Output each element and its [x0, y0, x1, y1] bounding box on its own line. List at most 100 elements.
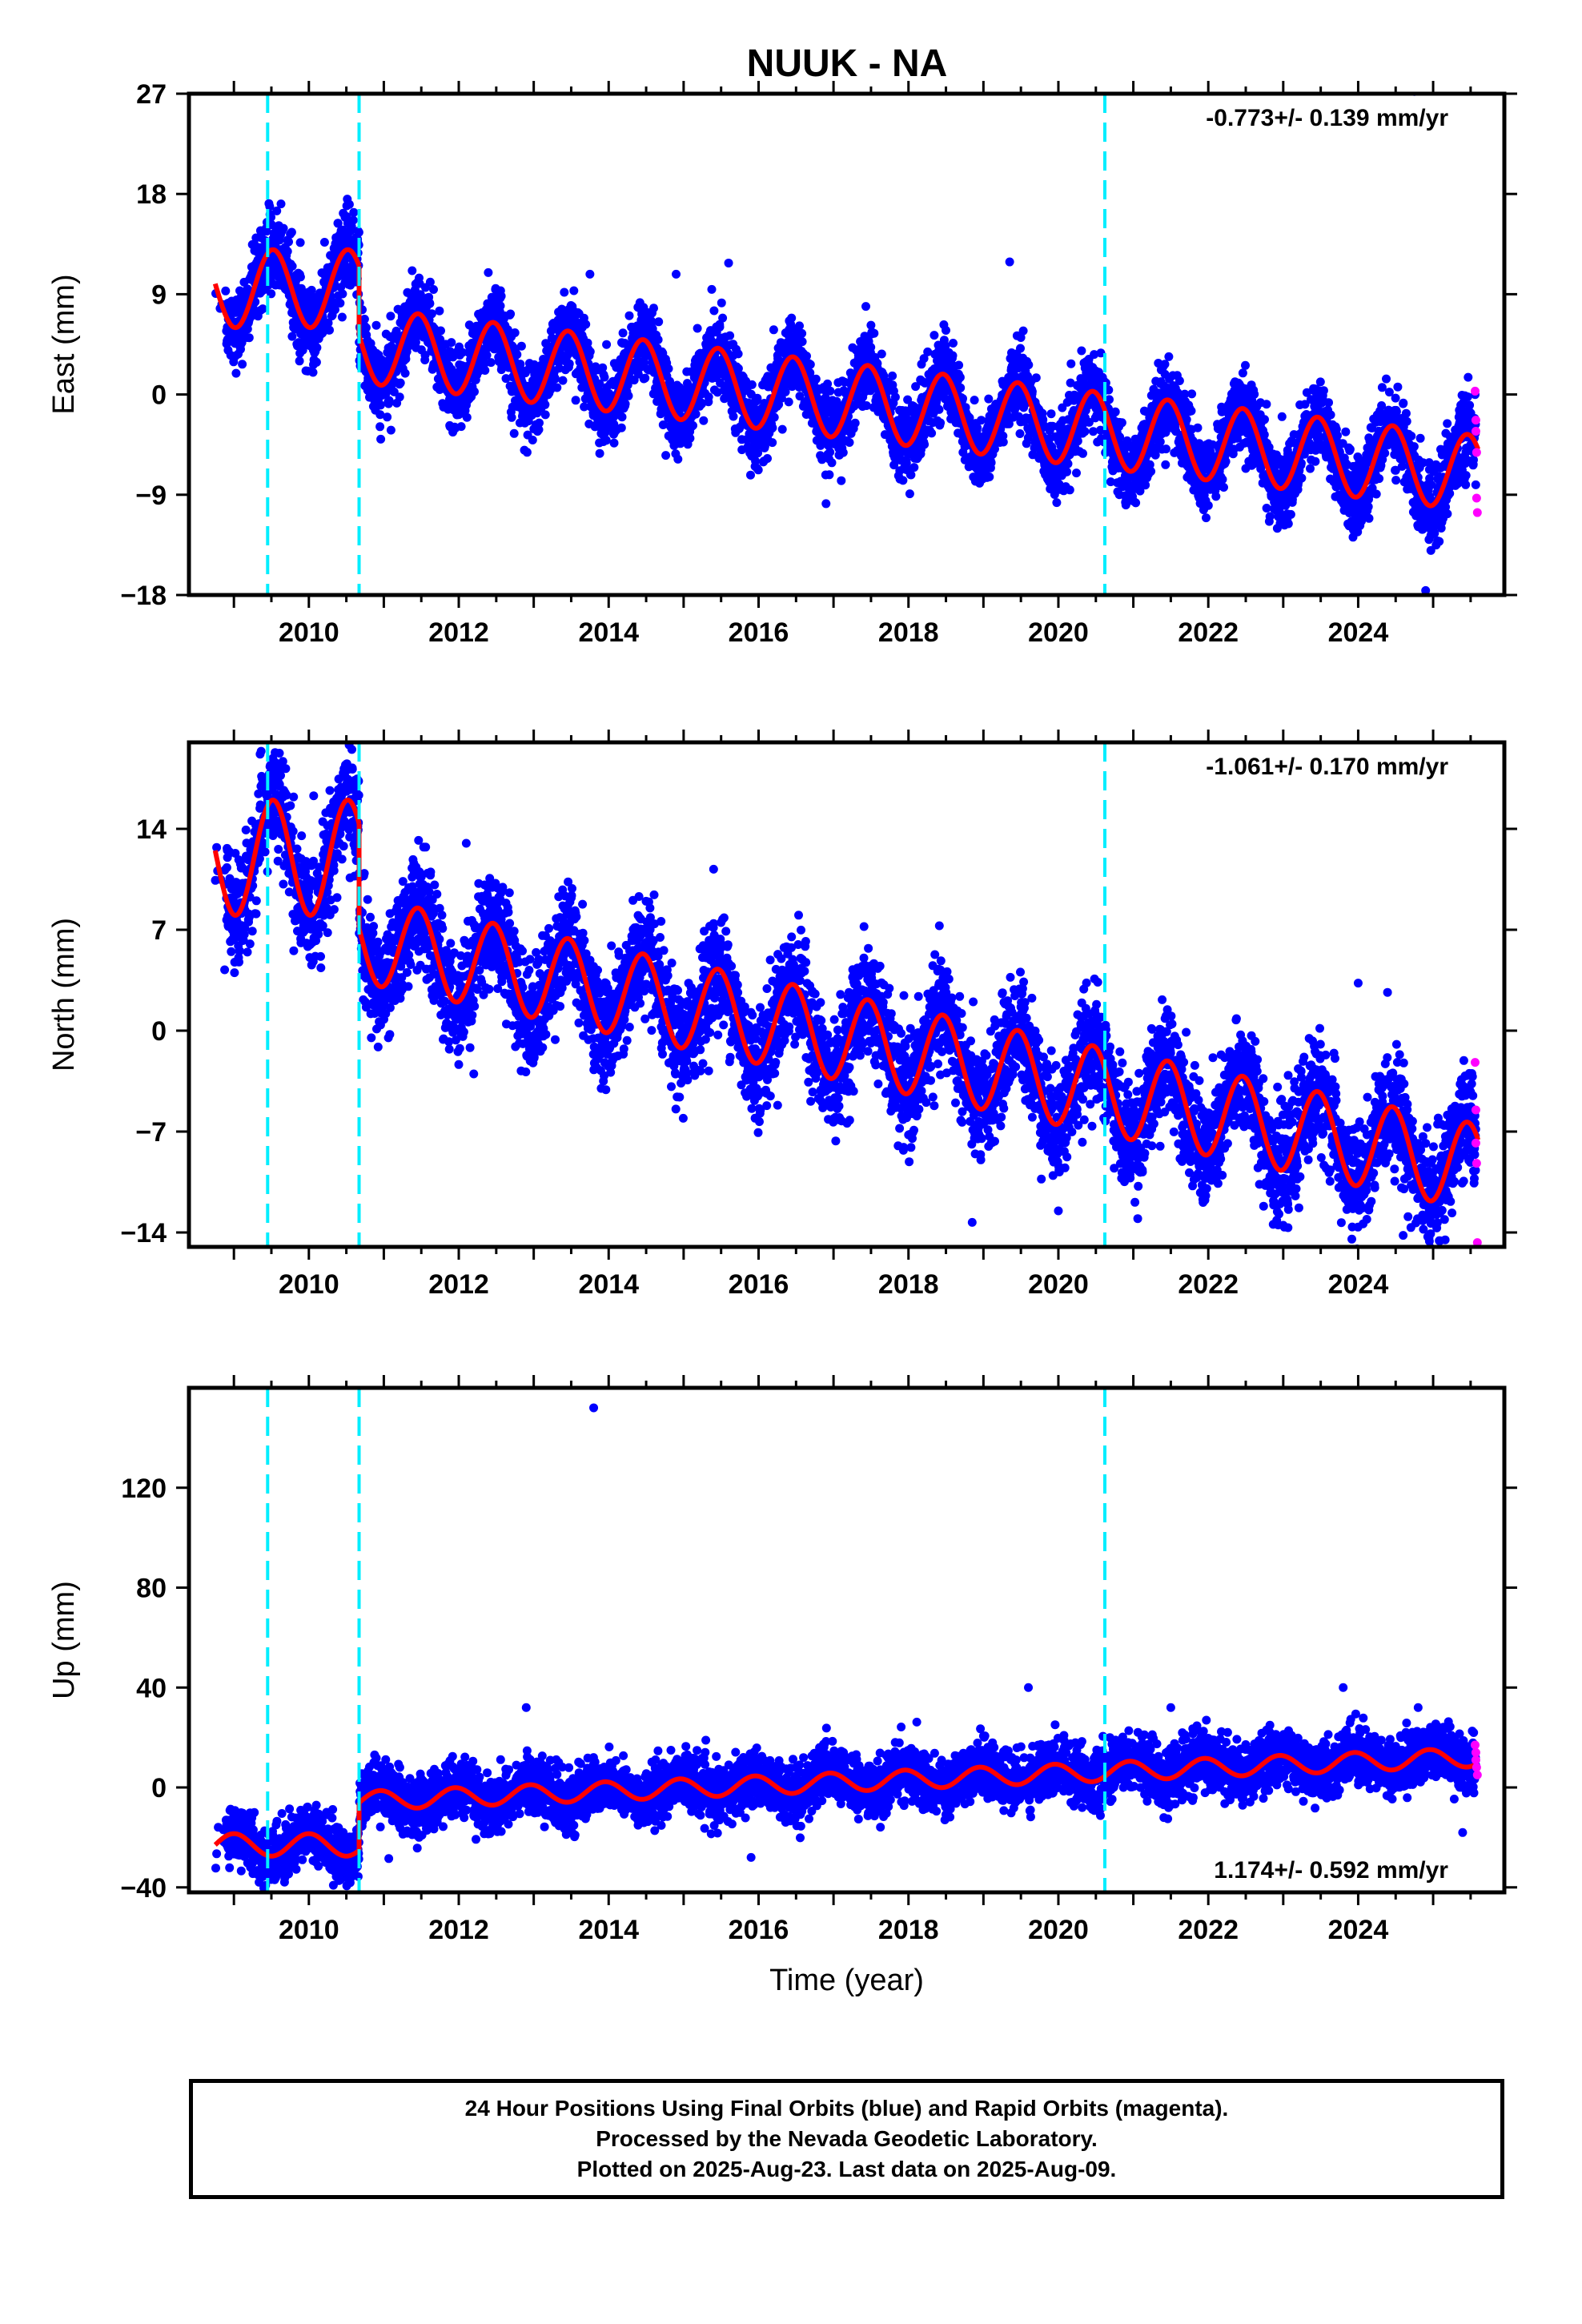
data-point — [747, 380, 757, 389]
data-point — [480, 366, 490, 375]
data-point — [1174, 376, 1184, 385]
data-point — [420, 351, 430, 360]
data-point — [375, 410, 385, 420]
data-point — [325, 325, 334, 335]
data-point — [279, 223, 288, 233]
data-point — [295, 272, 305, 282]
data-point — [600, 372, 609, 382]
data-point — [616, 423, 626, 432]
data-point — [501, 374, 511, 384]
data-point — [386, 312, 396, 321]
data-point — [986, 458, 996, 468]
data-point — [456, 422, 466, 432]
chart-title: NUUK - NA — [747, 42, 948, 85]
data-point — [1072, 468, 1081, 478]
data-point — [1218, 475, 1227, 485]
data-point — [827, 458, 837, 468]
data-point — [375, 400, 385, 410]
data-point — [496, 301, 505, 311]
data-point — [984, 394, 994, 404]
data-point — [283, 247, 292, 256]
data-point — [581, 320, 591, 329]
data-point — [920, 440, 930, 449]
data-point — [349, 207, 359, 217]
data-point — [534, 425, 544, 434]
data-point — [769, 325, 778, 335]
data-point — [763, 454, 772, 463]
data-point — [221, 286, 231, 296]
data-point — [825, 470, 834, 480]
data-point — [693, 324, 702, 333]
data-point — [287, 332, 297, 341]
data-point — [408, 266, 417, 275]
data-point — [1117, 418, 1126, 428]
data-point — [323, 318, 333, 328]
data-point — [649, 304, 658, 313]
data-point — [425, 277, 435, 287]
data-point — [905, 489, 914, 499]
data-point — [342, 211, 351, 221]
data-point — [888, 371, 897, 380]
data-point — [571, 396, 580, 405]
data-point — [1186, 406, 1196, 416]
data-point — [383, 412, 392, 422]
data-point — [624, 391, 633, 400]
data-point — [436, 335, 445, 344]
data-point — [877, 349, 886, 359]
data-point — [718, 313, 728, 323]
data-point — [1162, 444, 1170, 454]
data-point — [689, 420, 697, 430]
data-point — [811, 374, 821, 384]
data-point — [496, 292, 506, 301]
data-point — [598, 363, 608, 372]
data-point — [484, 267, 493, 277]
data-point — [654, 317, 664, 327]
data-point — [311, 357, 321, 367]
data-point — [585, 347, 595, 356]
data-point — [540, 400, 550, 409]
data-point — [601, 436, 611, 445]
data-point — [333, 219, 343, 228]
data-point — [386, 425, 396, 435]
data-point — [267, 220, 276, 230]
data-point — [906, 470, 916, 480]
data-point — [482, 351, 492, 360]
data-point — [400, 368, 410, 378]
data-point — [1193, 423, 1203, 432]
data-point — [673, 454, 683, 464]
data-point — [618, 328, 628, 338]
data-point — [470, 387, 479, 396]
data-point — [709, 306, 719, 316]
data-point — [784, 397, 793, 407]
data-point — [1221, 456, 1231, 466]
data-point — [949, 339, 958, 348]
data-point — [691, 409, 701, 419]
data-point — [396, 378, 405, 388]
data-point — [795, 321, 804, 331]
data-point — [998, 437, 1008, 447]
data-point — [707, 284, 717, 294]
data-point — [552, 383, 562, 392]
data-point — [658, 420, 668, 429]
data-point — [985, 472, 994, 481]
data-point — [768, 438, 777, 448]
data-point — [486, 358, 496, 368]
data-point — [617, 412, 627, 422]
data-point — [1016, 344, 1025, 353]
data-point — [541, 339, 551, 348]
data-point — [436, 326, 445, 336]
data-point — [936, 418, 946, 428]
data-point — [956, 383, 966, 392]
data-point — [1077, 346, 1086, 356]
data-point — [319, 238, 329, 247]
data-point — [699, 416, 709, 425]
data-point — [244, 333, 254, 343]
data-point — [869, 328, 879, 338]
data-point — [927, 428, 937, 438]
data-point — [845, 438, 854, 447]
data-point — [238, 360, 247, 369]
data-point — [624, 311, 634, 320]
data-point — [647, 317, 656, 327]
data-point — [1202, 513, 1211, 523]
data-point — [640, 373, 650, 383]
